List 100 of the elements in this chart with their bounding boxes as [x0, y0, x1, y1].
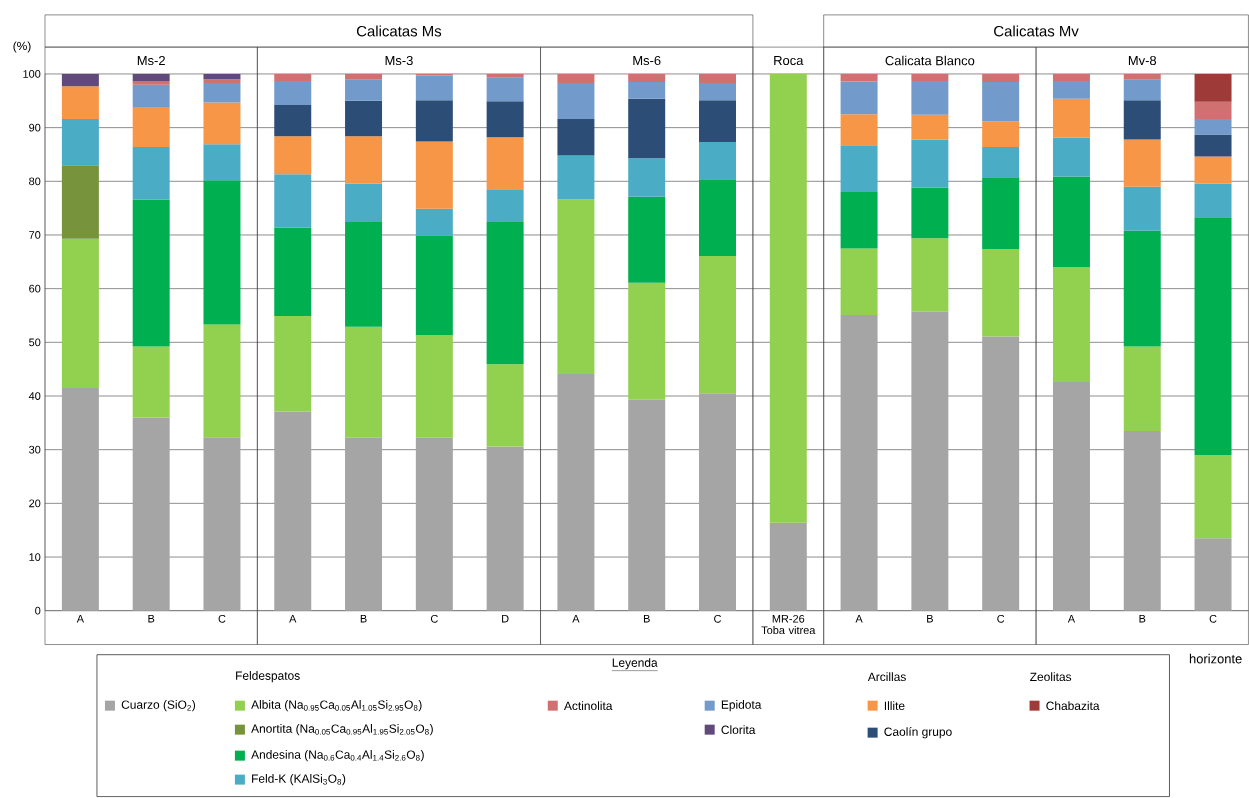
bar	[274, 74, 312, 82]
bar	[203, 180, 241, 325]
bar	[203, 83, 241, 103]
legend-label: Epidota	[721, 700, 762, 712]
bar	[61, 238, 99, 389]
text: Arcillas	[867, 672, 906, 682]
bar	[61, 74, 99, 87]
bar	[274, 136, 312, 175]
bar	[345, 438, 383, 611]
bar	[274, 227, 312, 317]
bar	[840, 248, 878, 316]
bar	[274, 81, 312, 106]
bar	[345, 183, 383, 223]
legend-label: Chabazita	[1046, 701, 1100, 711]
bar	[1194, 74, 1232, 103]
bar	[132, 417, 170, 611]
bar	[1194, 455, 1232, 539]
legend-label: Actinolita	[563, 701, 613, 711]
bar	[274, 316, 312, 412]
bar	[1123, 74, 1161, 81]
bar	[345, 222, 383, 327]
bar	[840, 114, 878, 146]
bar	[699, 179, 736, 257]
bar	[132, 107, 170, 148]
bar	[61, 165, 99, 239]
bar	[415, 208, 453, 236]
y-tick-label: 70	[29, 231, 41, 240]
bar	[769, 522, 807, 611]
x-tick-label: MR-26 Toba vitrea	[761, 615, 816, 635]
bar	[1194, 217, 1232, 456]
y-tick-label: 30	[29, 446, 41, 454]
bar	[345, 74, 383, 81]
bar	[1123, 230, 1161, 347]
bar	[486, 364, 524, 447]
y-tick-label: 50	[29, 338, 41, 347]
y-tick-label: 90	[29, 123, 41, 132]
bar	[982, 336, 1020, 611]
bar	[1194, 102, 1232, 120]
bar	[911, 139, 949, 188]
bar	[415, 141, 453, 209]
bar	[486, 77, 524, 102]
bar	[628, 158, 666, 198]
bar	[840, 192, 878, 249]
bar	[1123, 139, 1161, 187]
bar	[1123, 80, 1161, 101]
legend-label: Illite	[884, 701, 905, 711]
bar	[1194, 119, 1232, 135]
bar	[1194, 134, 1232, 157]
bar	[203, 74, 241, 80]
x-tick-label: C	[714, 615, 722, 623]
bar	[203, 144, 241, 181]
x-axis-title: horizonte	[1189, 654, 1242, 664]
x-tick-label: A	[289, 615, 297, 623]
bar	[486, 101, 524, 138]
bar	[699, 74, 736, 84]
y-tick-label: 10	[29, 553, 41, 562]
bar	[1052, 74, 1090, 82]
bar	[1052, 138, 1090, 177]
y-tick-label: 20	[29, 499, 41, 508]
bar	[628, 399, 666, 611]
legend-label: Cuarzo (SiO$_{2}$)	[121, 700, 196, 712]
text: Calicata Blanco	[885, 55, 975, 66]
bar	[982, 147, 1020, 179]
bar	[628, 82, 666, 99]
bar	[61, 388, 99, 611]
bar	[132, 147, 170, 200]
bar	[1123, 100, 1161, 140]
legend-label: Caolín grupo	[884, 727, 952, 739]
bar	[557, 83, 595, 120]
bar	[911, 74, 949, 82]
bar	[132, 199, 170, 347]
bar	[1052, 81, 1090, 99]
bar	[699, 142, 736, 180]
bar	[1194, 156, 1232, 184]
bar	[486, 190, 524, 223]
bar	[628, 74, 666, 83]
text: Ms-3	[385, 56, 413, 66]
bar	[1123, 431, 1161, 611]
bar	[982, 82, 1020, 122]
bar	[557, 199, 595, 375]
text: Albita (Na$_{0.95}$Ca$_{0.05}$Al$_{1.05}$Si$_{2.95}$O$_{8}$)	[251, 700, 422, 712]
bar	[132, 74, 170, 82]
text: Calicatas Mv	[994, 25, 1079, 37]
y-tick-label: 40	[28, 392, 41, 401]
bar	[557, 155, 595, 200]
legend-title: Leyenda	[612, 658, 658, 670]
bar	[203, 437, 241, 611]
bar	[1052, 176, 1090, 268]
x-tick-label: B	[148, 615, 155, 623]
bar	[486, 222, 524, 365]
x-tick-label: B	[360, 615, 367, 623]
bar	[61, 119, 99, 166]
y-tick-label: 100	[23, 70, 41, 79]
bar	[274, 105, 312, 137]
bar	[132, 346, 170, 418]
bar	[1194, 538, 1232, 611]
bar	[61, 86, 99, 120]
bar	[203, 102, 241, 145]
bar	[982, 74, 1020, 83]
bar	[840, 315, 878, 611]
